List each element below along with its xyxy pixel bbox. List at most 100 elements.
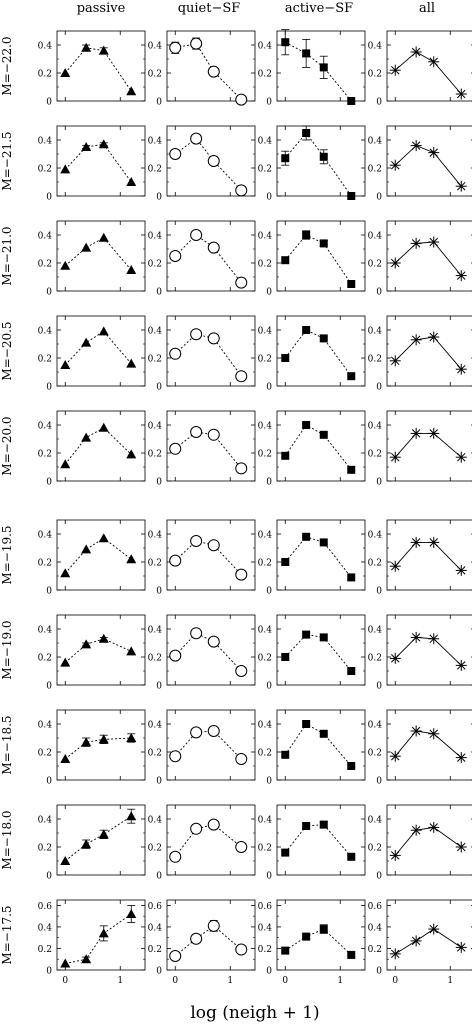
star-marker (410, 935, 422, 947)
y-tick-label: 0 (156, 682, 162, 692)
panel-frame (386, 125, 472, 197)
y-tick-label: 0.2 (368, 749, 382, 759)
y-tick-label: 0 (46, 383, 52, 393)
y-tick-label: 0.4 (38, 531, 53, 541)
y-tick-label: 0.2 (368, 654, 382, 664)
triangle-marker (60, 459, 71, 469)
star-marker (428, 236, 440, 248)
panel-quiet-sf: 0 0.2 0.4 (148, 519, 256, 597)
square-marker (302, 822, 311, 830)
star-marker (389, 849, 401, 861)
y-tick-label: 0.4 (368, 721, 383, 731)
panel-quiet-sf: 0 0.2 0.4 0.6 (148, 899, 256, 977)
panel-frame (276, 899, 366, 971)
triangle-marker (81, 142, 92, 151)
triangle-marker (81, 42, 92, 52)
panel-quiet-sf: 0 0.2 0.4 (148, 125, 256, 203)
star-stroke (429, 729, 438, 739)
star-stroke (391, 751, 400, 761)
panel-frame (386, 899, 472, 971)
y-tick-label: 0.2 (368, 260, 382, 270)
y-tick-label: 0.2 (148, 749, 162, 759)
circle-marker (207, 155, 220, 167)
y-tick-label: 0.2 (38, 355, 52, 365)
x-tick-label: 1 (447, 976, 453, 986)
square-marker (302, 49, 311, 58)
y-tick-label: 0 (156, 587, 162, 597)
y-tick-label: 0.4 (148, 721, 163, 731)
square-marker (302, 421, 311, 429)
star-marker (389, 159, 401, 171)
panel-frame (166, 519, 256, 591)
panel-quiet-sf: 0 0.2 0.4 (148, 220, 256, 298)
panel-frame (276, 125, 366, 197)
panel-passive: 0 0.2 0.4 (38, 804, 146, 882)
series-line (394, 432, 462, 458)
panel-frame (276, 220, 366, 292)
star-marker (389, 750, 401, 762)
star-marker (428, 728, 440, 740)
panel-quiet-sf: 0 0.2 0.4 (148, 614, 256, 692)
star-marker (410, 824, 422, 836)
y-tick-label: 0 (376, 193, 382, 203)
panel-frame (166, 410, 256, 482)
star-stroke (391, 356, 400, 366)
series-line (284, 132, 352, 197)
panel-all: 0 0.2 0.4 (368, 519, 472, 597)
y-tick-label: 0.2 (38, 654, 52, 664)
triangle-marker (60, 958, 71, 968)
triangle-marker (81, 337, 92, 347)
row-label: M=−21.5 (0, 131, 14, 190)
panel-active-sf: 0 0.2 0.4 (258, 804, 366, 882)
y-tick-label: 0.2 (38, 844, 52, 854)
y-tick-label: 0.6 (38, 902, 53, 912)
star-marker (410, 140, 422, 152)
y-tick-label: 0.4 (258, 137, 273, 147)
row-label: M=−20.0 (0, 416, 14, 475)
y-tick-label: 0.4 (38, 816, 53, 826)
series-line (64, 815, 132, 862)
series-line (174, 234, 242, 283)
x-axis-label: log (neigh + 1) (190, 1003, 319, 1023)
triangle-marker (98, 232, 109, 242)
y-tick-label: 0.2 (368, 450, 382, 460)
panel-all: 0 0.2 0.4 (368, 614, 472, 692)
panel-frame (56, 519, 146, 591)
star-stroke (411, 936, 421, 946)
star-stroke (411, 726, 421, 736)
x-tick-label: 1 (117, 976, 123, 986)
panel-frame (276, 315, 366, 387)
star-stroke (429, 538, 438, 547)
y-tick-label: 0.4 (258, 42, 273, 52)
series-line (174, 730, 242, 760)
y-tick-label: 0.4 (148, 327, 163, 337)
y-tick-label: 0.2 (38, 559, 52, 569)
y-tick-label: 0.2 (258, 844, 272, 854)
row-m-22-0: M=−22.0 0 0.2 0.4 0 0.2 0.4 0 0.2 0.4 0 0.2 0.4 (0, 29, 472, 108)
series-line (64, 638, 132, 663)
series-line (174, 137, 242, 191)
circle-marker (190, 726, 203, 739)
series-line (394, 636, 462, 666)
y-tick-label: 0 (266, 587, 272, 597)
row-label: M=−19.5 (0, 525, 14, 584)
circle-marker (190, 932, 203, 945)
series-line (284, 723, 352, 767)
square-marker (281, 848, 290, 857)
y-tick-label: 0.2 (38, 165, 52, 175)
y-tick-label: 0 (266, 872, 272, 882)
y-tick-label: 0.4 (38, 42, 53, 52)
y-tick-label: 0 (266, 777, 272, 787)
panel-all: 0 0.2 0.4 (368, 804, 472, 882)
star-stroke (457, 364, 466, 374)
square-marker (281, 451, 290, 460)
column-title-active-sf: active−SF (285, 1, 353, 16)
y-tick-label: 0.2 (38, 450, 52, 460)
panel-all: 0 0.2 0.4 (368, 220, 472, 298)
panel-frame (386, 614, 472, 686)
star-marker (389, 948, 401, 960)
row-m-21-0: M=−21.0 0 0.2 0.4 0 0.2 0.4 0 0.2 0.4 0 0.2 0.4 (0, 220, 472, 298)
panel-frame (386, 30, 472, 102)
series-line (284, 234, 352, 285)
